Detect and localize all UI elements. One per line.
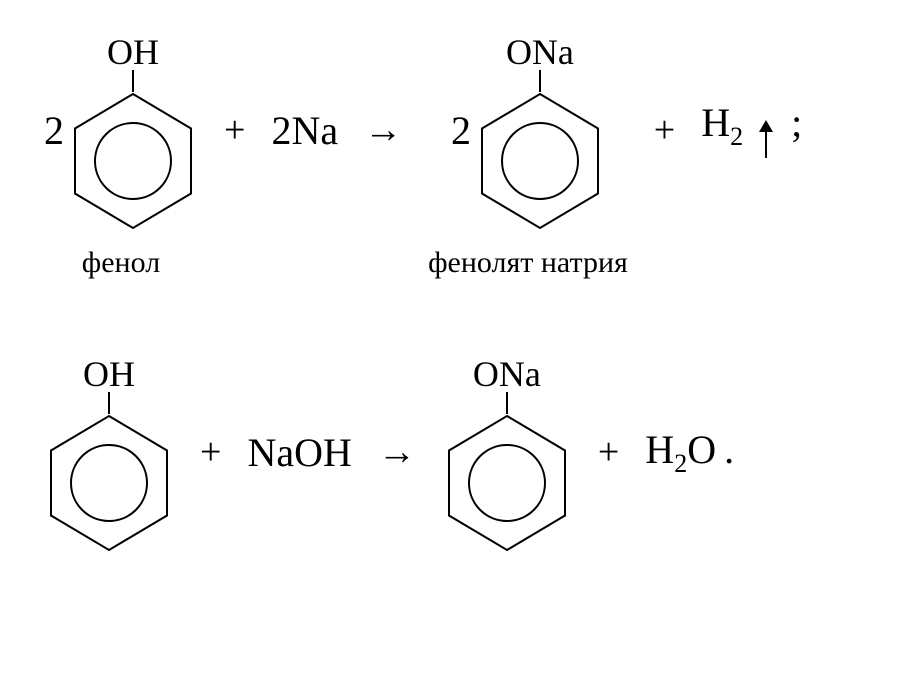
formula-sub: 2	[730, 122, 743, 151]
arrow-right-icon: →	[378, 430, 416, 474]
product-sodium-phenolate: ONa	[442, 352, 572, 552]
substituent-ona: ONa	[473, 352, 541, 392]
benzene-ring-icon	[49, 414, 169, 552]
benzene-ring-icon	[447, 414, 567, 552]
phenolate-molecule: ONa	[442, 352, 572, 552]
arrow-right-icon: →	[364, 108, 402, 152]
phenolate-structure: 2 ONa	[451, 30, 605, 230]
substituent-ona: ONa	[506, 30, 574, 70]
benzene-ring-icon	[480, 92, 600, 230]
gas-evolved-arrow-icon	[759, 120, 773, 158]
phenol-structure: OH	[44, 352, 174, 552]
equation-1: 2 OH фенол + . 2Na . → .	[40, 30, 872, 282]
naoh-text: NaOH	[247, 429, 351, 476]
reaction-arrow: →	[360, 352, 434, 552]
bond-line	[108, 392, 110, 414]
product-water: H2O.	[645, 352, 734, 552]
reactant-phenol: 2 OH фенол	[44, 30, 198, 282]
water-formula: H2O.	[645, 426, 734, 479]
phenol-molecule: OH	[44, 352, 174, 552]
compound-label: фенол	[82, 246, 160, 282]
product-hydrogen-gas: H2 ; .	[701, 56, 802, 256]
formula-base: H	[701, 100, 730, 145]
phenol-structure: 2 OH	[44, 30, 198, 230]
compound-label: фенолят натрия	[428, 246, 628, 282]
trailing-punct: .	[724, 427, 734, 472]
substituent-oh: OH	[107, 30, 159, 70]
operator-plus: + .	[206, 56, 263, 256]
reactant-phenol: OH	[44, 352, 174, 552]
coefficient: 2	[44, 107, 64, 154]
plus-sign: +	[224, 108, 245, 152]
reactant-sodium: 2Na .	[271, 56, 338, 256]
phenolate-molecule: ONa	[475, 30, 605, 230]
product-sodium-phenolate: 2 ONa фенолят натрия	[428, 30, 628, 282]
substituent-oh: OH	[83, 352, 135, 392]
coefficient: 2	[451, 107, 471, 154]
plus-sign: +	[598, 430, 619, 474]
phenol-molecule: OH	[68, 30, 198, 230]
bond-line	[539, 70, 541, 92]
operator-plus: +	[182, 352, 239, 552]
bond-line	[506, 392, 508, 414]
reaction-arrow: → .	[346, 56, 420, 256]
operator-plus: + .	[636, 56, 693, 256]
benzene-ring-icon	[73, 92, 193, 230]
reactant-naoh: NaOH	[247, 352, 351, 552]
bond-line	[132, 70, 134, 92]
plus-sign: +	[200, 430, 221, 474]
plus-sign: +	[654, 108, 675, 152]
operator-plus: +	[580, 352, 637, 552]
hydrogen-formula: H2 ;	[701, 99, 802, 162]
phenolate-structure: ONa	[442, 352, 572, 552]
trailing-punct: ;	[791, 100, 802, 145]
equation-2: OH + NaOH → ONa	[40, 352, 872, 552]
sodium-text: 2Na	[271, 107, 338, 154]
